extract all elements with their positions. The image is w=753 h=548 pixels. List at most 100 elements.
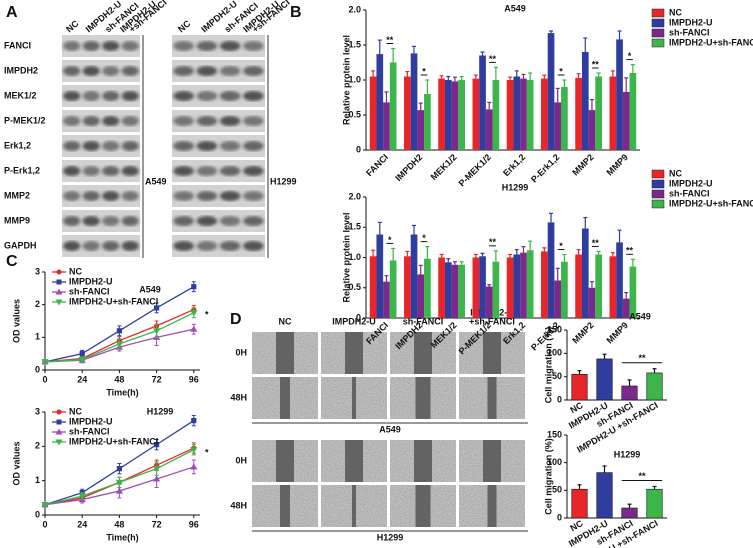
blot-band: [196, 66, 218, 76]
bar: [417, 274, 425, 318]
blot-band: [219, 66, 241, 76]
protein-label: MMP2: [4, 190, 30, 200]
bar: [506, 80, 514, 150]
error-bar: [627, 503, 632, 509]
marker: [190, 463, 198, 470]
protein-label: MMP9: [4, 215, 30, 225]
x-tick-label: 24: [77, 374, 87, 384]
chart-title: H1299: [147, 406, 174, 416]
significance-label: *: [388, 235, 392, 245]
blot-band: [82, 141, 100, 151]
error-bar: [459, 261, 464, 265]
error-bar: [493, 250, 498, 262]
significance-label: **: [489, 237, 497, 247]
error-bar: [391, 247, 396, 261]
blot-strip: [62, 185, 140, 207]
error-bar: [577, 484, 582, 490]
blot-band: [82, 66, 100, 76]
blot-strip: [172, 60, 265, 82]
blot-band: [121, 241, 139, 251]
significance-label: **: [638, 353, 646, 363]
blot-band: [243, 41, 264, 51]
x-tick-label: P-Erk1,2: [529, 152, 562, 185]
blot-band: [219, 191, 241, 201]
cell-line-caption: H1299: [377, 532, 404, 542]
blot-band: [63, 191, 81, 201]
error-bar: [487, 284, 492, 287]
bar: [458, 80, 465, 150]
lane-label: NC: [176, 18, 193, 34]
x-tick-label: 72: [152, 374, 162, 384]
error-bar: [473, 253, 478, 258]
error-bar: [630, 63, 635, 73]
x-tick-label: MMP2: [570, 152, 595, 177]
scratch-gap: [487, 485, 497, 527]
blot-band: [219, 166, 241, 176]
blot-band: [121, 166, 139, 176]
significance-label: *: [205, 447, 209, 457]
blot-band: [196, 141, 218, 151]
chart-title: A549: [504, 3, 526, 13]
significance-label: **: [489, 54, 497, 64]
bar: [541, 251, 548, 318]
x-tick-label: Erk1,2: [501, 152, 527, 178]
legend-swatch: [651, 18, 665, 28]
bar: [575, 77, 582, 150]
marker: [78, 493, 86, 500]
error-bar: [617, 229, 622, 243]
error-bar: [549, 212, 554, 223]
error-bar: [371, 249, 376, 257]
bar: [596, 358, 613, 401]
bar: [595, 254, 602, 318]
bar: [622, 298, 630, 318]
error-bar: [459, 75, 464, 80]
x-tick-label: MMP2: [570, 320, 595, 345]
bar: [513, 254, 521, 318]
bar: [554, 102, 562, 150]
bar: [479, 55, 486, 150]
error-bar: [627, 379, 632, 386]
blot-band: [219, 141, 241, 151]
blot-band: [82, 91, 100, 101]
error-bar: [521, 246, 526, 253]
marker: [115, 341, 123, 348]
bar: [479, 256, 486, 318]
row-label: 0H: [235, 347, 247, 357]
marker: [115, 487, 123, 494]
bar: [596, 472, 613, 519]
legend-marker: [55, 428, 63, 435]
blot-strip: [172, 85, 265, 107]
blot-band: [173, 191, 194, 201]
blot-strip: [62, 235, 140, 257]
error-bar: [555, 267, 560, 281]
blot-band: [63, 91, 81, 101]
blot-band: [219, 41, 241, 51]
blot-band: [219, 91, 241, 101]
y-axis-label: OD values: [11, 441, 21, 485]
blot-band: [102, 141, 120, 151]
error-bar: [617, 30, 622, 40]
error-bar: [452, 76, 457, 82]
error-bar: [473, 74, 478, 79]
bar: [451, 264, 459, 318]
legend-label: IMPDH2-U: [669, 178, 713, 188]
bar: [438, 78, 445, 150]
blot-strip: [62, 60, 140, 82]
y-tick-label: 1.5: [348, 222, 361, 232]
legend-swatch: [651, 179, 665, 189]
blot-band: [243, 66, 264, 76]
scratch-gap: [280, 377, 290, 419]
blot-strip: [172, 210, 265, 232]
bar: [410, 53, 418, 150]
blot-band: [173, 66, 194, 76]
legend-label: NC: [669, 168, 682, 178]
protein-label: IMPDH2: [4, 65, 38, 75]
blot-band: [121, 116, 139, 126]
error-bar: [439, 75, 444, 79]
error-bar: [589, 281, 594, 288]
blot-band: [82, 41, 100, 51]
legend-label: sh-FANCI: [69, 426, 110, 436]
marker: [153, 466, 161, 473]
blot-band: [173, 166, 194, 176]
legend-marker: [56, 269, 62, 275]
